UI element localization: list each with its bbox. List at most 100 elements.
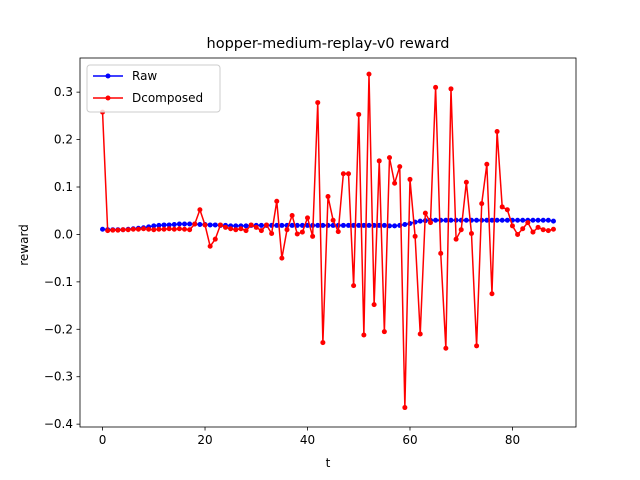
data-point-raw [100,226,106,232]
data-point-dcomposed [479,201,485,207]
data-point-dcomposed [366,71,372,77]
data-point-dcomposed [458,227,464,233]
y-tick-label: −0.2 [44,322,73,336]
data-point-raw [494,217,500,223]
data-point-raw [489,217,495,223]
data-point-dcomposed [330,217,336,223]
data-point-raw [402,221,408,227]
data-point-dcomposed [381,329,387,335]
plot-area [80,58,576,427]
data-point-dcomposed [166,226,172,232]
data-point-dcomposed [402,405,408,411]
data-point-dcomposed [289,212,295,218]
data-point-dcomposed [499,204,505,210]
x-tick-label: 40 [300,433,315,447]
data-point-raw [443,217,449,223]
data-point-dcomposed [217,222,223,228]
legend-raw-marker [105,73,111,79]
data-point-dcomposed [427,220,433,226]
data-point-raw [187,221,193,227]
data-point-raw [361,222,367,228]
data-point-raw [356,222,362,228]
data-point-raw [366,222,372,228]
data-point-dcomposed [356,111,362,117]
data-point-dcomposed [120,227,126,233]
data-point-raw [535,217,541,223]
data-point-dcomposed [407,176,413,182]
data-point-dcomposed [274,198,280,204]
data-point-dcomposed [417,331,423,337]
data-point-raw [448,217,454,223]
data-point-dcomposed [284,227,290,233]
data-point-raw [279,222,285,228]
data-point-raw [392,223,398,229]
data-point-dcomposed [392,180,398,186]
plot-background [80,58,576,427]
data-point-dcomposed [264,222,270,228]
data-point-dcomposed [269,230,275,236]
data-point-dcomposed [463,179,469,185]
data-point-dcomposed [545,228,551,234]
data-point-dcomposed [130,226,136,232]
data-point-dcomposed [212,236,218,242]
data-point-dcomposed [351,283,357,289]
legend: Raw Dcomposed [86,64,221,113]
data-point-dcomposed [530,229,536,235]
y-tick-label: −0.1 [44,275,73,289]
data-point-dcomposed [192,221,198,227]
data-point-dcomposed [182,226,188,232]
data-point-dcomposed [489,291,495,297]
data-point-raw [504,217,510,223]
data-point-raw [233,223,239,229]
data-point-raw [156,222,162,228]
data-point-dcomposed [315,100,321,106]
data-point-dcomposed [161,226,167,232]
x-tick-label: 80 [505,433,520,447]
data-point-dcomposed [340,171,346,177]
data-point-dcomposed [335,229,341,235]
data-point-raw [550,218,556,224]
data-point-dcomposed [346,171,351,177]
data-point-dcomposed [135,226,141,232]
data-point-dcomposed [305,215,310,221]
chart-title: hopper-medium-replay-v0 reward [207,36,450,52]
data-point-dcomposed [258,228,264,234]
data-point-raw [207,222,213,228]
legend-dcomposed-marker [105,95,111,101]
data-point-raw [540,217,546,223]
y-tick-label: −0.3 [44,370,73,384]
legend-raw-label: Raw [132,69,157,83]
y-tick-label: 0.3 [54,85,73,99]
data-point-dcomposed [376,158,382,164]
data-point-raw [463,217,469,223]
y-tick-label: 0.0 [54,227,73,241]
data-point-raw [171,221,177,227]
data-point-dcomposed [248,222,254,228]
y-axis-label: reward [17,224,31,266]
data-point-raw [258,222,264,228]
data-point-raw [340,222,346,228]
data-point-raw [520,217,526,223]
data-point-raw [499,217,505,223]
data-point-dcomposed [397,164,403,170]
data-point-dcomposed [494,129,500,135]
data-point-dcomposed [484,161,490,167]
data-point-raw [161,222,167,228]
data-point-dcomposed [299,229,305,235]
data-point-dcomposed [422,210,428,216]
data-point-dcomposed [540,227,546,233]
data-point-dcomposed [228,226,234,232]
data-point-dcomposed [448,86,454,92]
data-point-dcomposed [386,155,392,161]
y-tick-label: −0.4 [44,417,73,431]
series-layer [100,71,556,411]
data-point-raw [212,222,218,228]
data-point-dcomposed [253,224,259,230]
data-point-raw [515,217,521,223]
data-point-raw [474,217,480,223]
data-point-raw [243,223,249,229]
data-point-dcomposed [320,340,326,346]
data-point-dcomposed [105,228,111,234]
